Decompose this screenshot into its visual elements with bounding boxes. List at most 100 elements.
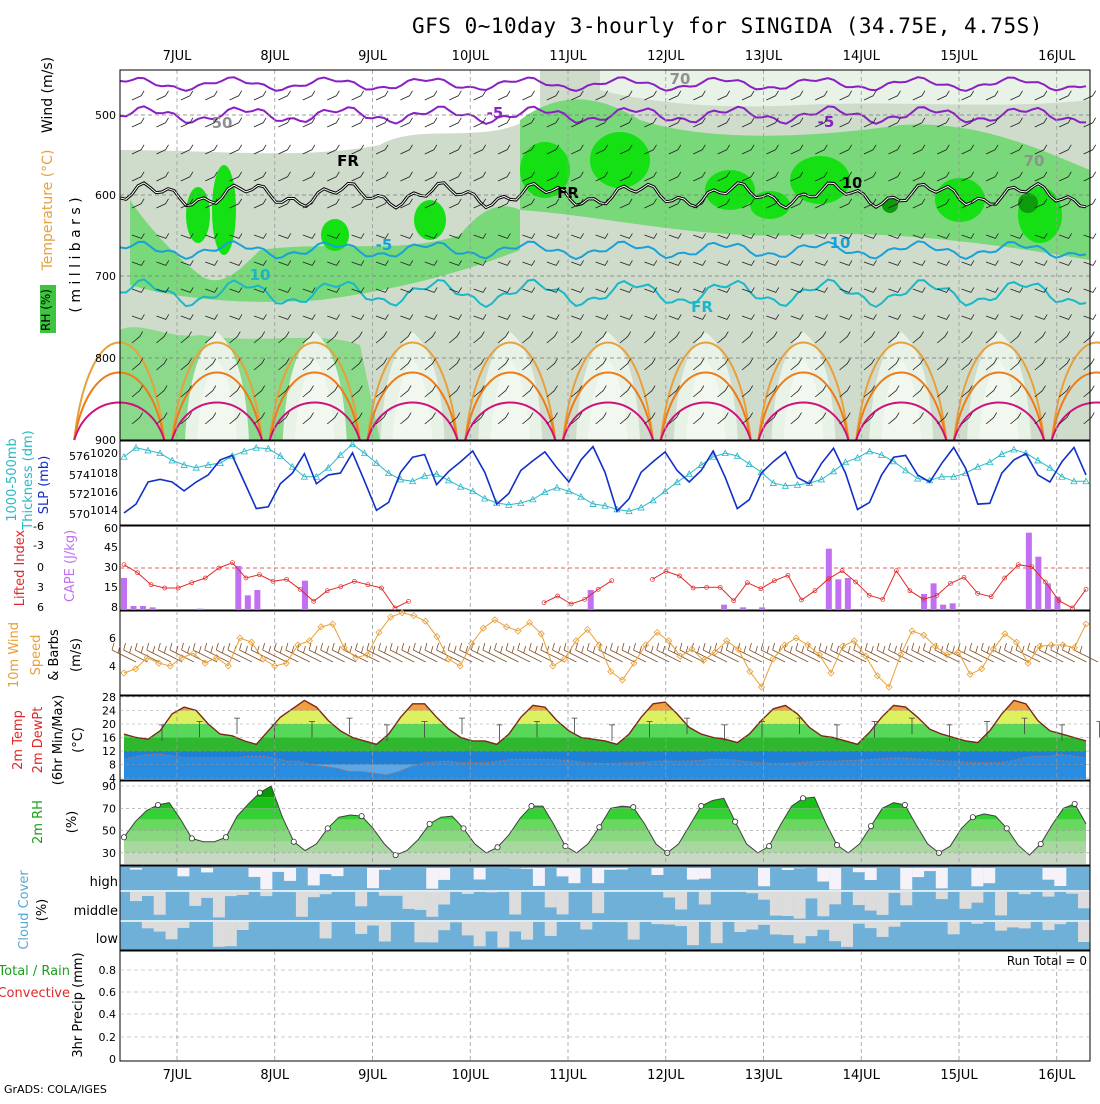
cloud-gap [877, 922, 889, 937]
wind-barb-10m [1004, 643, 1028, 662]
chart-title: GFS 0~10day 3-hourly for SINGIDA (34.75E… [412, 14, 1043, 38]
rh-band [120, 831, 1090, 842]
y-tick-temp: 8 [109, 759, 116, 772]
cape-bar [235, 566, 241, 610]
cloud-gap [130, 892, 142, 901]
cloud-gap [403, 892, 415, 909]
y-tick-li: 6 [37, 601, 44, 614]
rh-point [868, 824, 873, 829]
rh-point [257, 790, 262, 795]
cloud-gap [272, 868, 284, 872]
minmax-label: (6hr Min/Max) [51, 695, 66, 785]
cloud-gap [320, 868, 332, 874]
y-tick-cape: 15 [104, 581, 118, 594]
cloud-gap [213, 922, 225, 947]
wind-barb-10m [1016, 643, 1040, 662]
cloud-level-label: middle [74, 904, 118, 919]
date-label-bottom: 14JUL [843, 1068, 881, 1083]
cloud-gap [971, 922, 983, 924]
y-tick-pressure: 600 [95, 189, 116, 202]
contour-label: 70 [1024, 152, 1045, 170]
cloud-gap [237, 892, 249, 895]
rh-point [1072, 801, 1077, 806]
cloud-gap [1042, 868, 1054, 880]
cape-bar [921, 594, 927, 610]
total-rain-label: Total / Rain [0, 964, 70, 979]
run-total-label: Run Total = 0 [1007, 954, 1087, 968]
wind-barb-10m [1074, 643, 1098, 662]
cape-bar [140, 606, 146, 610]
cloud-gap [308, 892, 320, 897]
cloud-gap [817, 868, 829, 882]
y-tick-cape: 8 [111, 601, 118, 614]
cloud-gap [1042, 892, 1054, 897]
cloud-gap [486, 922, 498, 931]
y-tick-precip: 0.6 [99, 986, 117, 999]
cloud-gap [201, 868, 213, 872]
cape-bar [245, 595, 251, 610]
cloud-gap [865, 922, 877, 928]
cloud-gap [225, 922, 237, 946]
rh-saturated-cell [1018, 193, 1038, 213]
rh-point [359, 813, 364, 818]
date-label-bottom: 10JUL [452, 1068, 490, 1083]
rh-point [1038, 841, 1043, 846]
wind-barb-10m [970, 643, 994, 662]
y-tick-temp: 12 [102, 745, 116, 758]
cloud-gap [841, 922, 853, 947]
wind-barb-10m [529, 643, 553, 662]
temp-minmax-bar [234, 718, 240, 734]
cloud-gap [533, 868, 545, 886]
contour-label: 50 [212, 114, 233, 132]
rh-unit-label: (%) [65, 811, 80, 834]
y-tick-slp: 1020 [90, 447, 118, 460]
cloud-gap [225, 892, 237, 896]
rh-point [393, 852, 398, 857]
cape-bar [1035, 557, 1041, 610]
wind-barb-10m [182, 643, 206, 662]
rh-band [120, 797, 1090, 808]
wind-barb-10m [865, 643, 889, 662]
wind-barbs-label: & Barbs [47, 629, 62, 681]
cloud-gap [237, 922, 249, 930]
cloud-gap [308, 868, 320, 885]
cloud-gap [948, 922, 960, 934]
rh-point [767, 844, 772, 849]
cloud-gap [770, 892, 782, 916]
date-label-top: 16JUL [1038, 49, 1076, 64]
cloud-gap [663, 892, 675, 898]
temp2m-label: 2m Temp [11, 710, 26, 770]
wind-barb-10m [390, 643, 414, 662]
cloud-gap [474, 922, 486, 946]
date-label-bottom: 16JUL [1038, 1068, 1076, 1083]
wind-barb-10m [889, 643, 913, 662]
cloud-gap [521, 922, 533, 940]
cloud-gap [900, 892, 912, 905]
wind-barb-10m [483, 643, 507, 662]
cloud-gap [462, 922, 474, 935]
rh-point [902, 802, 907, 807]
cloud-gap [782, 892, 794, 916]
cloud-gap [497, 922, 509, 948]
cloud-gap [1042, 922, 1054, 930]
cape-bar [721, 605, 727, 610]
cloud-gap [391, 892, 403, 896]
rh-point [1004, 826, 1009, 831]
contour-label: 70 [670, 70, 691, 88]
cloud-gap [829, 868, 841, 890]
contour-label: 10 [830, 234, 851, 252]
rh-point [631, 805, 636, 810]
cloud-gap [995, 922, 1007, 931]
wind-barb-10m [135, 643, 159, 662]
footer-credit: GrADS: COLA/IGES [4, 1083, 107, 1096]
cloud-gap [154, 892, 166, 915]
cloud-gap [711, 922, 723, 943]
cloud-gap [782, 922, 794, 935]
rh-point [461, 826, 466, 831]
cape-label: CAPE (J/kg) [63, 530, 78, 602]
rh-legend-label: RH (%) [39, 289, 53, 331]
wind-barb-10m [877, 643, 901, 662]
cloud-gap [1054, 868, 1066, 886]
cloud-gap [557, 868, 569, 876]
rh-point [834, 842, 839, 847]
